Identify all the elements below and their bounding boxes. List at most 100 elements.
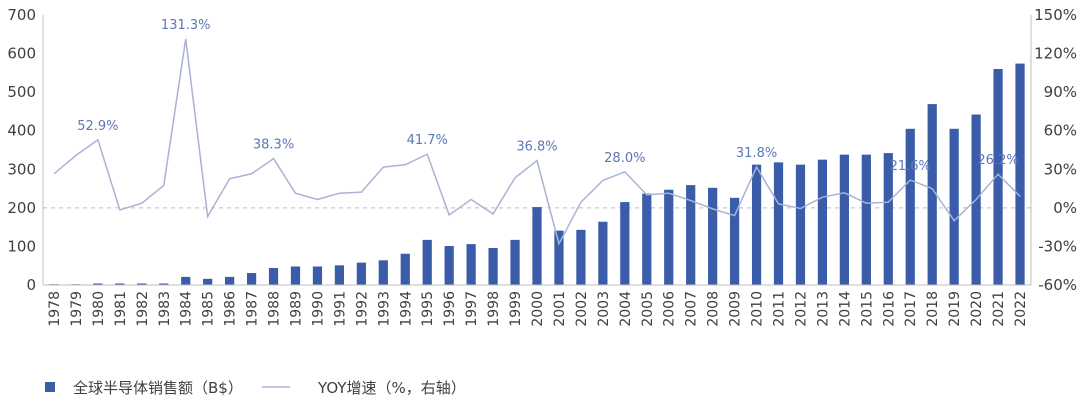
left-axis-tick-label: 200	[7, 199, 36, 217]
bar-1989	[290, 266, 301, 285]
x-tick-label: 1992	[354, 291, 370, 327]
bar-1996	[444, 246, 454, 285]
right-axis-tick-label: 90%	[1044, 83, 1077, 101]
x-tick-label: 1991	[332, 291, 348, 327]
x-tick-label: 2005	[640, 291, 656, 327]
x-tick-label: 2007	[684, 291, 700, 327]
x-tick-label: 2020	[969, 291, 985, 327]
bar-2010	[751, 164, 762, 285]
x-tick-label: 2002	[574, 291, 590, 327]
left-axis-tick-label: 0	[26, 276, 36, 294]
bar-1988	[268, 268, 279, 285]
bar-1994	[400, 253, 410, 285]
x-tick-label: 1984	[179, 291, 195, 327]
data-label-2004: 28.0%	[604, 151, 645, 166]
bar-2009	[729, 197, 740, 285]
bar-2001	[554, 230, 564, 285]
right-axis-ticks: -60% -30% 0% 30% 60% 90% 120% 150%	[1034, 6, 1077, 294]
bar-2014	[839, 154, 849, 285]
x-tick-label: 1999	[508, 291, 524, 327]
legend-line-label: YOY增速（%，右轴）	[317, 379, 466, 397]
bar-1998	[488, 247, 498, 285]
x-axis-ticks: 1978 1979 1980 1981 1982 1983 1984 1985 1986 1987…	[47, 291, 1029, 327]
right-axis-tick-label: 150%	[1034, 6, 1077, 24]
x-tick-label: 1982	[135, 291, 151, 327]
data-labels: 52.9% 131.3% 38.3% 41.7% 36.8% 28.0% 31.8% 21.6…	[77, 18, 1018, 174]
bar-2008	[708, 187, 718, 285]
left-axis-ticks: 0 100 200 300 400 500 600 700	[7, 6, 36, 294]
data-label-2000: 36.8%	[516, 140, 557, 155]
bar-1980	[93, 283, 103, 285]
bar-2005	[642, 193, 652, 285]
x-tick-label: 1978	[47, 291, 63, 327]
bar-2015	[861, 154, 871, 285]
x-tick-label: 2010	[750, 291, 766, 327]
x-tick-label: 2003	[596, 291, 612, 327]
bar-2011	[773, 162, 784, 285]
x-tick-label: 2001	[552, 291, 568, 327]
x-tick-label: 2022	[1013, 291, 1029, 327]
bar-1983	[159, 283, 169, 285]
data-label-1980: 52.9%	[77, 119, 118, 134]
left-axis-tick-label: 700	[7, 6, 36, 24]
bar-2012	[795, 164, 806, 285]
data-label-1988: 38.3%	[253, 138, 294, 153]
x-tick-label: 1994	[398, 291, 414, 327]
x-tick-label: 1986	[223, 291, 239, 327]
right-axis-tick-label: 120%	[1034, 45, 1077, 63]
bar-2017	[905, 128, 915, 285]
data-label-2010: 31.8%	[736, 146, 777, 161]
legend-bar-swatch	[45, 382, 55, 392]
x-tick-label: 1983	[157, 291, 173, 327]
x-tick-label: 2017	[903, 291, 919, 327]
bar-1991	[334, 265, 345, 285]
x-tick-label: 2012	[793, 291, 809, 327]
legend: 全球半导体销售额（B$） YOY增速（%，右轴）	[45, 379, 466, 397]
x-tick-label: 2006	[662, 291, 678, 327]
right-axis-tick-label: 0%	[1053, 199, 1077, 217]
x-tick-label: 1985	[201, 291, 217, 327]
bar-1995	[422, 239, 432, 285]
x-tick-label: 1989	[288, 291, 304, 327]
bar-1984	[181, 276, 191, 285]
x-tick-label: 2009	[728, 291, 744, 327]
bar-1981	[115, 283, 125, 285]
x-tick-label: 1996	[442, 291, 458, 327]
bar-1993	[378, 260, 388, 285]
x-tick-label: 2000	[530, 291, 546, 327]
x-tick-label: 2013	[815, 291, 831, 327]
bar-2003	[598, 221, 608, 285]
x-tick-label: 2016	[881, 291, 897, 327]
x-tick-label: 2004	[618, 291, 634, 327]
data-label-2017: 21.6%	[890, 159, 931, 174]
bar-2021	[993, 69, 1003, 285]
left-axis-tick-label: 500	[7, 83, 36, 101]
bar-2019	[949, 128, 959, 285]
left-axis-tick-label: 100	[7, 237, 36, 255]
x-tick-label: 2021	[991, 291, 1007, 327]
x-tick-label: 1979	[69, 291, 85, 327]
x-tick-label: 1990	[310, 291, 326, 327]
bar-2013	[817, 159, 828, 285]
yoy-line-series	[53, 38, 1021, 246]
bar-2007	[686, 185, 696, 285]
left-axis-tick-label: 300	[7, 160, 36, 178]
x-tick-label: 2018	[925, 291, 941, 327]
x-tick-label: 1988	[267, 291, 283, 327]
data-label-1984: 131.3%	[161, 18, 211, 33]
x-tick-label: 2011	[772, 291, 788, 327]
bar-2018	[927, 104, 937, 285]
x-tick-label: 1987	[245, 291, 261, 327]
x-tick-label: 1993	[376, 291, 392, 327]
right-axis-tick-label: 30%	[1044, 160, 1077, 178]
data-label-1995: 41.7%	[407, 133, 448, 148]
bar-1985	[203, 278, 213, 285]
bar-2016	[883, 153, 893, 285]
bar-1990	[312, 266, 323, 285]
x-tick-label: 2015	[859, 291, 875, 327]
bar-1997	[466, 244, 476, 285]
bar-1999	[510, 239, 520, 285]
x-tick-label: 1998	[486, 291, 502, 327]
x-tick-label: 1980	[91, 291, 107, 327]
